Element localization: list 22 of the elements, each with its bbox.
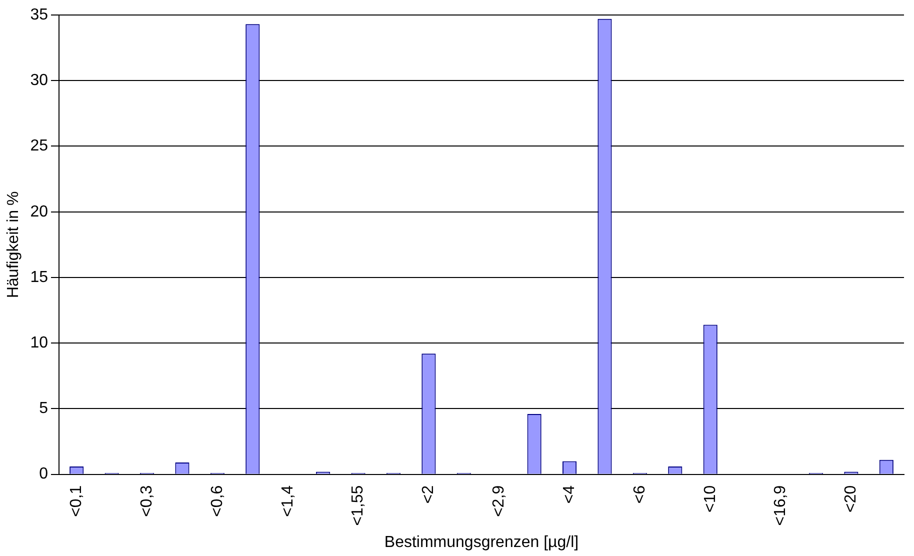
x-tick-label: <0,1: [68, 485, 86, 517]
x-tick-label: <6: [631, 485, 648, 504]
x-tick-label: <2: [420, 485, 438, 504]
x-tick-label: <10: [702, 485, 719, 512]
y-tick-label: 35: [30, 6, 48, 24]
y-tick-label: 10: [30, 334, 48, 352]
y-tick-label: 20: [30, 203, 48, 220]
x-tick-label: <2,9: [490, 485, 508, 517]
y-tick-label: 0: [39, 466, 48, 483]
x-axis-title: Bestimmungsgrenzen [µg/l]: [384, 534, 579, 551]
y-tick-label: 30: [30, 72, 48, 90]
x-tick-label: <0,6: [208, 485, 226, 517]
y-axis-title: Häufigkeit in %: [5, 191, 22, 298]
x-tick-label: <16,9: [772, 485, 790, 526]
y-tick-label: 5: [39, 400, 48, 418]
x-tick-label: <20: [842, 485, 860, 512]
x-tick-label: <1,55: [350, 485, 367, 526]
y-tick-label: 25: [30, 138, 48, 155]
x-tick-label: <4: [560, 485, 578, 504]
x-tick-label: <0,3: [138, 485, 156, 517]
x-tick-label: <1,4: [279, 485, 296, 517]
y-tick-label: 15: [30, 268, 48, 286]
